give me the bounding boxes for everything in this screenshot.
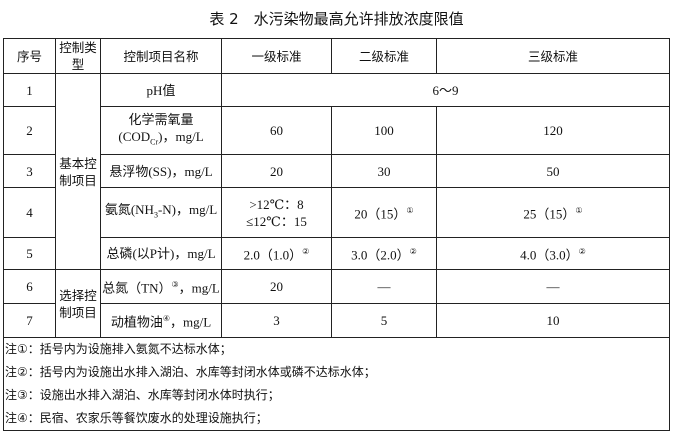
table-row: 7 动植物油④，mg/L 3 5 10 [3, 303, 670, 338]
note-ref: ④ [162, 314, 170, 324]
table-row: 3 悬浮物(SS)，mg/L 20 30 50 [3, 154, 670, 188]
header-item: 控制项目名称 [100, 38, 222, 74]
header-level1: 一级标准 [221, 38, 332, 74]
name-sub: Cr [150, 137, 159, 147]
row-no: 4 [3, 187, 56, 238]
row-level1: 60 [221, 106, 332, 155]
name-sub: 3 [153, 210, 158, 220]
note-2: 注②：括号内为设施出水排入湖泊、水库等封闭水体或磷不达标水体； [3, 361, 670, 384]
row-no: 5 [3, 237, 56, 270]
row-name: 总氮（TN）③，mg/L [100, 269, 222, 304]
note-row: 注②：括号内为设施出水排入湖泊、水库等封闭水体或磷不达标水体； [3, 361, 670, 384]
row-level1: 20 [221, 154, 332, 188]
table-row: 2 化学需氧量(CODCr)，mg/L 60 100 120 [3, 106, 670, 155]
header-level3: 三级标准 [436, 38, 670, 74]
note-row: 注④：民宿、农家乐等餐饮废水的处理设施执行； [3, 407, 670, 431]
row-name: 总磷(以P计)，mg/L [100, 237, 222, 270]
value: 20（15） [354, 206, 407, 222]
group-optional: 选择控制项目 [55, 269, 101, 338]
name-tail: ，mg/L [178, 280, 220, 296]
level1-cold: ≤12℃：15 [246, 213, 307, 229]
value: 3.0（2.0） [351, 247, 410, 263]
table-title: 表 2 水污染物最高允许排放浓度限值 [209, 10, 464, 28]
row-level1: >12℃：8 ≤12℃：15 [221, 187, 332, 238]
value: 2.0（1.0） [243, 247, 303, 263]
name-text: 氨氮(NH [104, 202, 154, 218]
value: 4.0（3.0） [520, 247, 579, 263]
row-level1: 3 [221, 303, 332, 338]
row-level2: — [331, 269, 437, 304]
row-merged-value: 6～9 [221, 73, 670, 107]
header-no: 序号 [3, 38, 56, 74]
note-row: 注①：括号内为设施排入氨氮不达标水体； [3, 337, 670, 361]
header-type: 控制类型 [55, 38, 101, 74]
row-level1: 20 [221, 269, 332, 304]
row-level3: — [436, 269, 670, 304]
level1-warm: >12℃：8 [249, 196, 304, 212]
row-no: 2 [3, 106, 56, 155]
note-4: 注④：民宿、农家乐等餐饮废水的处理设施执行； [3, 407, 670, 431]
name-text: 动植物油 [110, 314, 163, 330]
value: 25（15） [523, 206, 576, 222]
table-row: 6 选择控制项目 总氮（TN）③，mg/L 20 — — [3, 269, 670, 338]
name-text: 化学需氧量(COD [118, 111, 194, 144]
header-row: 序号 控制类型 控制项目名称 一级标准 二级标准 三级标准 [3, 38, 670, 74]
note-3: 注③：设施出水排入湖泊、水库等封闭水体时执行； [3, 384, 670, 407]
name-text: 总氮（TN） [102, 280, 172, 296]
note-ref: ③ [171, 280, 179, 290]
header-level2: 二级标准 [331, 38, 437, 74]
row-level3: 10 [436, 303, 670, 338]
row-name: pH值 [100, 73, 222, 107]
row-level2: 20（15）① [331, 187, 437, 238]
row-no: 1 [3, 73, 56, 107]
row-name: 化学需氧量(CODCr)，mg/L [100, 106, 222, 155]
row-level1: 2.0（1.0）② [221, 237, 332, 270]
note-ref: ① [575, 206, 583, 216]
row-level3: 120 [436, 106, 670, 155]
row-level2: 5 [331, 303, 437, 338]
row-name: 悬浮物(SS)，mg/L [100, 154, 222, 188]
pollutant-limits-table: 序号 控制类型 控制项目名称 一级标准 二级标准 三级标准 1 基本控制项目 p… [3, 38, 670, 431]
group-basic: 基本控制项目 [55, 73, 101, 270]
name-tail: )，mg/L [158, 128, 204, 144]
note-row: 注③：设施出水排入湖泊、水库等封闭水体时执行； [3, 384, 670, 407]
note-ref: ② [302, 247, 310, 257]
row-no: 3 [3, 154, 56, 188]
row-no: 7 [3, 303, 56, 338]
table-row: 5 总磷(以P计)，mg/L 2.0（1.0）② 3.0（2.0）② 4.0（3… [3, 237, 670, 270]
name-tail: -N)，mg/L [157, 202, 218, 218]
row-level2: 3.0（2.0）② [331, 237, 437, 270]
row-name: 氨氮(NH3-N)，mg/L [100, 187, 222, 238]
row-level3: 50 [436, 154, 670, 188]
row-no: 6 [3, 269, 56, 304]
table-row: 4 氨氮(NH3-N)，mg/L >12℃：8 ≤12℃：15 20（15）① 2… [3, 187, 670, 238]
row-level3: 4.0（3.0）② [436, 237, 670, 270]
row-level2: 30 [331, 154, 437, 188]
note-ref: ② [409, 247, 417, 257]
row-name: 动植物油④，mg/L [100, 303, 222, 338]
note-ref: ① [406, 206, 414, 216]
row-level2: 100 [331, 106, 437, 155]
note-ref: ② [578, 247, 586, 257]
table-row: 1 基本控制项目 pH值 6～9 [3, 73, 670, 270]
name-tail: ，mg/L [170, 314, 212, 330]
note-1: 注①：括号内为设施排入氨氮不达标水体； [3, 337, 670, 361]
row-level3: 25（15）① [436, 187, 670, 238]
